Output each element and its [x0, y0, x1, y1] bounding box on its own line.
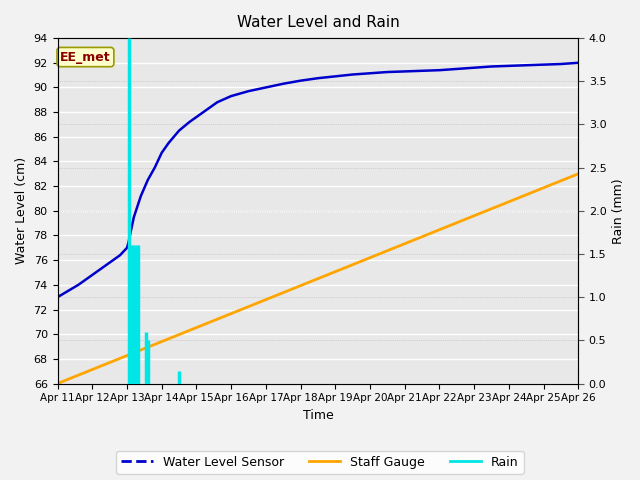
X-axis label: Time: Time [303, 409, 333, 422]
Y-axis label: Rain (mm): Rain (mm) [612, 178, 625, 244]
Text: EE_met: EE_met [60, 50, 111, 63]
Y-axis label: Water Level (cm): Water Level (cm) [15, 157, 28, 264]
Legend: Water Level Sensor, Staff Gauge, Rain: Water Level Sensor, Staff Gauge, Rain [116, 451, 524, 474]
Title: Water Level and Rain: Water Level and Rain [237, 15, 399, 30]
